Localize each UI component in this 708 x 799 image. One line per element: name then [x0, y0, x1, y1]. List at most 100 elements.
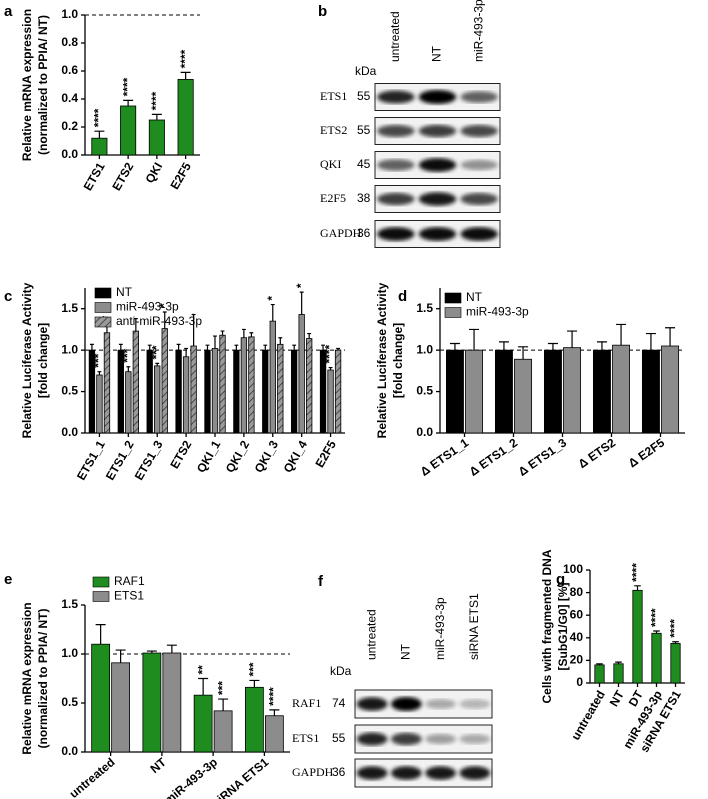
bar — [111, 662, 131, 753]
bar — [142, 652, 162, 753]
bar — [563, 347, 582, 434]
bar — [161, 328, 168, 434]
bar — [641, 349, 660, 434]
legend-label: ETS1 — [114, 589, 144, 603]
x-tick-label: QKI — [142, 160, 165, 185]
error-bar — [547, 342, 558, 351]
y-tick-label: 1.5 — [61, 301, 78, 315]
y-axis-label: (normalized to PPIA/ NT) — [36, 15, 50, 155]
bar — [670, 643, 681, 684]
lane-label: miR-493-3p — [471, 0, 485, 62]
y-axis-label: [fold change] — [36, 323, 50, 398]
y-tick-label: 40 — [570, 630, 584, 644]
error-bar — [249, 332, 254, 337]
blot-band — [418, 158, 457, 172]
blot-band — [460, 227, 498, 241]
bar — [125, 371, 132, 434]
y-tick-label: 1.5 — [61, 597, 78, 611]
error-bar — [184, 347, 189, 357]
significance: **** — [323, 345, 337, 364]
bar — [120, 105, 137, 156]
error-bar — [469, 328, 480, 351]
bar — [193, 694, 213, 753]
bar — [334, 349, 342, 434]
blot-band — [418, 227, 457, 241]
blot-band — [459, 699, 491, 709]
bar — [262, 349, 269, 434]
significance: ** — [195, 665, 209, 675]
error-bar — [97, 371, 102, 375]
y-tick-label: 0 — [576, 675, 583, 689]
y-tick-label: 1.5 — [416, 301, 433, 315]
error-bar — [205, 344, 210, 351]
blot-band — [390, 732, 422, 746]
error-bar — [155, 362, 160, 366]
bar — [148, 119, 165, 156]
error-bar — [151, 113, 162, 120]
error-bar — [270, 303, 275, 322]
blot-band — [377, 124, 415, 138]
y-axis-label: Relative Luciferase Activity — [20, 282, 34, 438]
legend-label: anti-miR-493-3p — [116, 314, 202, 328]
kda-value: 38 — [357, 191, 371, 205]
y-tick-label: 1.0 — [61, 646, 78, 660]
error-bar — [95, 624, 106, 645]
blot-band — [425, 699, 457, 709]
x-tick-label: ETS2 — [109, 160, 136, 193]
lane-label: untreated — [388, 11, 402, 62]
y-tick-label: 60 — [570, 607, 584, 621]
blot-band — [460, 124, 498, 138]
legend-label: miR-493-3p — [466, 305, 529, 319]
panel-letter: a — [4, 3, 13, 20]
bar — [543, 349, 562, 434]
x-tick-label: Δ ETS2 — [576, 435, 619, 471]
bar — [306, 338, 313, 434]
error-bar — [123, 99, 134, 106]
x-tick-label: untreated — [568, 688, 607, 742]
error-bar — [615, 661, 622, 664]
panel-letter: e — [4, 571, 12, 588]
legend-label: NT — [116, 285, 133, 299]
x-tick-label: Δ ETS1_1 — [418, 435, 472, 478]
bar — [146, 349, 153, 434]
bar — [613, 663, 624, 684]
y-tick-label: 80 — [570, 585, 584, 599]
x-tick-label: Δ E2F5 — [626, 435, 668, 470]
significance: * — [265, 296, 279, 301]
lane-label: miR-493-3p — [433, 597, 447, 660]
error-bar — [616, 323, 627, 346]
bar — [103, 332, 111, 434]
bar — [91, 137, 108, 156]
y-tick-label: 1.0 — [61, 7, 78, 21]
bar — [651, 632, 662, 684]
bar — [182, 356, 190, 434]
x-tick-label: E2F5 — [168, 160, 195, 192]
y-axis-label: Relative mRNA expression — [20, 9, 34, 161]
significance: **** — [630, 563, 644, 582]
error-bar — [634, 585, 641, 591]
x-tick-label: QKI_3 — [252, 438, 282, 475]
error-bar — [278, 337, 283, 345]
y-axis-label: Relative mRNA expression — [20, 602, 34, 754]
legend-label: miR-493-3p — [116, 300, 179, 314]
bar — [211, 348, 219, 434]
bar — [632, 589, 643, 684]
bar — [190, 345, 197, 434]
error-bar — [307, 332, 312, 339]
bar — [248, 336, 255, 434]
blot-band — [460, 192, 498, 206]
x-tick-label: QKI_4 — [281, 438, 311, 475]
y-tick-label: 0.8 — [61, 35, 78, 49]
bar — [269, 320, 276, 434]
significance: **** — [120, 77, 134, 96]
bar — [233, 349, 240, 434]
bar — [298, 314, 305, 434]
x-tick-label: siRNA ETS1 — [210, 755, 272, 799]
blot-band — [418, 192, 457, 206]
y-tick-label: 0.4 — [61, 91, 78, 105]
protein-label: ETS2 — [320, 123, 347, 137]
error-bar — [126, 366, 131, 372]
kda-value: 45 — [357, 157, 371, 171]
bar — [132, 330, 139, 434]
error-bar — [198, 677, 209, 696]
